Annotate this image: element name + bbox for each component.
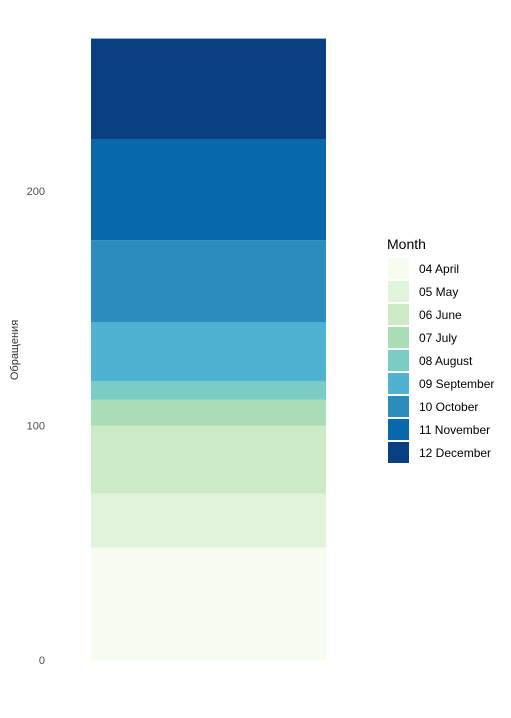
bar-segment-11-november [91, 139, 326, 241]
legend-swatch [388, 304, 409, 325]
legend-swatch [388, 419, 409, 440]
legend-label: 09 September [419, 377, 494, 391]
legend-swatch [388, 350, 409, 371]
bar-segment-05-may [91, 493, 326, 548]
legend-swatch [388, 281, 409, 302]
legend-label: 12 December [419, 446, 491, 460]
legend-label: 05 May [419, 285, 458, 299]
bar-segment-09-september [91, 322, 326, 381]
y-axis-title: Обращения [9, 320, 21, 380]
legend-swatch [388, 396, 409, 417]
y-tick-label: 100 [27, 421, 45, 433]
legend: Month 04 April 05 May 06 June 07 July 08 Aug… [387, 236, 494, 463]
bar-segment-07-july [91, 399, 326, 426]
bar-segment-06-june [91, 425, 326, 494]
y-tick-label: 0 [39, 655, 45, 667]
legend-swatch [388, 327, 409, 348]
legend-swatch [388, 258, 409, 279]
legend-label: 04 April [419, 262, 459, 276]
legend-swatch [388, 373, 409, 394]
legend-label: 10 October [419, 400, 478, 414]
legend-swatch [388, 442, 409, 463]
legend-label: 08 August [419, 354, 473, 368]
bar-segment-10-october [91, 240, 326, 323]
legend-label: 06 June [419, 308, 462, 322]
y-tick-label: 200 [27, 186, 45, 198]
legend-title: Month [387, 236, 426, 252]
y-axis: 0 100 200 [27, 186, 45, 667]
bar-segment-12-december [91, 38, 326, 140]
plot-area [91, 38, 326, 660]
legend-label: 07 July [419, 331, 457, 345]
bar-segment-08-august [91, 380, 326, 400]
legend-label: 11 November [419, 423, 490, 437]
bar-segment-04-april [91, 547, 326, 660]
